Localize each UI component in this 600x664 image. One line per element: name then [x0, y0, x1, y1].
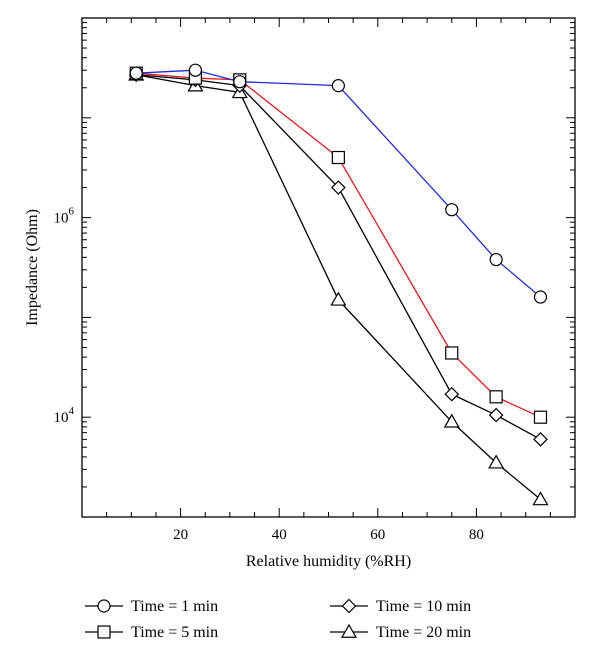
- legend-label: Time = 1 min: [131, 598, 218, 615]
- legend-item: Time = 10 min: [330, 598, 471, 615]
- legend-item: Time = 20 min: [330, 623, 471, 641]
- legend-item: Time = 5 min: [85, 624, 218, 641]
- data-point: [532, 491, 549, 506]
- data-point: [444, 386, 460, 402]
- legend-marker: [97, 599, 111, 613]
- data-point: [331, 79, 345, 93]
- series-line: [136, 72, 541, 418]
- series-4: [128, 66, 549, 506]
- series-line: [136, 74, 541, 440]
- data-point: [233, 75, 247, 89]
- legend-item: Time = 1 min: [85, 598, 218, 615]
- plot-frame: [81, 17, 576, 518]
- series-line: [136, 74, 541, 500]
- legend-label: Time = 10 min: [376, 598, 471, 615]
- axes: 20 40 60 80 104 106 Relative humidity (%RH) Imp…: [24, 17, 576, 570]
- y-tick-label: 106: [54, 206, 75, 227]
- data-point: [331, 180, 346, 195]
- data-point: [533, 290, 548, 304]
- series-3: [128, 67, 548, 447]
- data-point: [488, 454, 505, 469]
- data-point: [445, 346, 459, 360]
- data-point: [331, 150, 345, 165]
- legend-marker: [97, 625, 111, 639]
- legend-label: Time = 20 min: [376, 624, 471, 641]
- legend-marker: [340, 623, 358, 638]
- data-point: [488, 407, 504, 423]
- x-tick-label: 80: [469, 527, 484, 543]
- x-axis-title: Relative humidity (%RH): [246, 553, 411, 570]
- legend-label: Time = 5 min: [131, 624, 218, 641]
- series-1: [129, 63, 548, 304]
- legend-marker: [341, 598, 357, 614]
- data-point: [188, 63, 202, 77]
- data-point: [533, 410, 548, 424]
- x-tick-label: 40: [272, 527, 287, 543]
- y-tick-label: 104: [54, 405, 75, 426]
- series-layer: [128, 63, 549, 506]
- data-point: [489, 252, 503, 267]
- data-point: [129, 66, 143, 80]
- data-point: [330, 291, 347, 306]
- x-tick-label: 20: [173, 527, 188, 543]
- x-tick-label: 60: [370, 527, 385, 543]
- data-point: [443, 413, 460, 428]
- data-point: [489, 390, 503, 404]
- data-point: [445, 203, 459, 217]
- y-axis-title: Impedance (Ohm): [24, 209, 41, 326]
- data-point: [533, 431, 548, 447]
- legend: Time = 1 min Time = 5 min Time = 10 min Tim…: [85, 598, 471, 641]
